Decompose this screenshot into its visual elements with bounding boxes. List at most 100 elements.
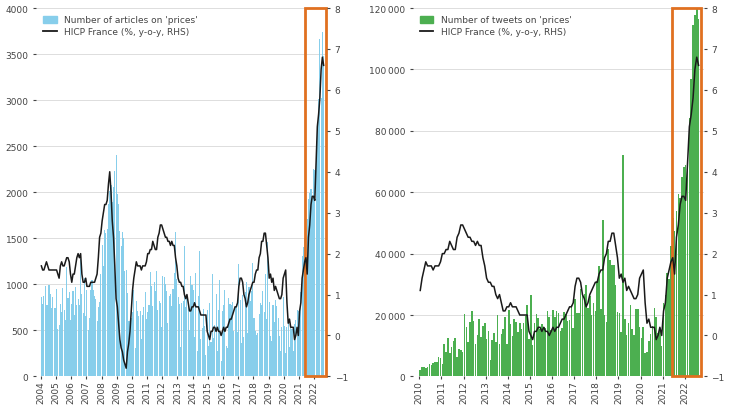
Bar xyxy=(634,335,635,376)
Bar xyxy=(191,286,193,376)
Bar xyxy=(572,328,574,376)
Bar xyxy=(301,257,303,376)
Bar xyxy=(246,282,247,376)
Bar xyxy=(451,347,453,376)
Bar xyxy=(199,252,200,376)
Bar xyxy=(224,291,226,376)
Bar xyxy=(210,342,212,376)
Bar xyxy=(442,364,443,376)
Bar xyxy=(523,323,524,376)
Bar xyxy=(314,170,315,376)
Bar xyxy=(666,274,668,376)
Bar xyxy=(94,296,95,376)
Bar xyxy=(295,320,296,376)
Bar xyxy=(529,339,530,376)
Bar xyxy=(61,312,62,376)
Bar xyxy=(653,308,655,376)
Bar xyxy=(47,306,48,376)
Bar xyxy=(245,292,246,376)
Bar xyxy=(75,287,76,376)
Bar xyxy=(467,342,469,376)
Bar xyxy=(490,360,491,376)
Bar xyxy=(499,344,500,376)
Bar xyxy=(162,276,164,376)
Bar xyxy=(550,330,552,376)
Bar xyxy=(583,294,585,376)
Bar xyxy=(82,313,84,376)
Bar xyxy=(156,272,157,376)
Bar xyxy=(172,289,174,376)
Bar xyxy=(112,202,113,376)
Bar xyxy=(151,286,152,376)
Bar xyxy=(576,313,577,376)
Bar xyxy=(606,322,607,376)
Bar xyxy=(556,311,558,376)
Bar xyxy=(198,296,199,376)
Bar xyxy=(308,200,309,376)
Bar xyxy=(250,301,251,376)
Bar xyxy=(177,297,179,376)
Bar xyxy=(150,273,151,376)
Bar xyxy=(175,233,176,376)
Bar xyxy=(536,314,537,376)
Bar xyxy=(42,305,43,376)
Bar xyxy=(303,247,304,376)
Bar xyxy=(502,329,504,376)
Bar xyxy=(694,16,696,376)
Bar xyxy=(99,302,100,376)
Bar xyxy=(141,339,142,376)
Bar xyxy=(108,204,109,376)
Bar xyxy=(613,265,615,376)
Bar xyxy=(167,324,169,376)
Bar xyxy=(519,324,520,376)
Bar xyxy=(101,245,103,376)
Bar xyxy=(148,306,150,376)
Bar xyxy=(220,361,222,376)
Bar xyxy=(205,355,207,376)
Bar xyxy=(180,347,181,376)
Bar xyxy=(258,314,260,376)
Bar xyxy=(318,99,319,376)
Bar xyxy=(578,313,580,376)
Bar xyxy=(495,342,496,376)
Bar xyxy=(696,0,698,376)
Bar xyxy=(96,321,98,376)
Bar xyxy=(50,294,51,376)
Bar xyxy=(195,274,196,376)
Bar xyxy=(646,352,648,376)
Bar xyxy=(93,291,94,376)
Bar xyxy=(427,367,429,376)
Bar xyxy=(193,290,194,376)
Bar xyxy=(585,285,587,376)
Bar xyxy=(677,194,679,376)
Bar xyxy=(77,299,79,376)
Bar xyxy=(265,275,266,376)
Bar xyxy=(493,333,495,376)
Bar xyxy=(188,304,189,376)
Bar xyxy=(615,285,616,376)
Bar xyxy=(115,155,117,376)
Bar xyxy=(107,229,108,376)
Bar xyxy=(480,337,482,376)
Bar xyxy=(560,332,561,376)
Bar xyxy=(74,315,75,376)
Bar xyxy=(488,331,489,376)
Bar xyxy=(142,315,143,376)
Bar xyxy=(286,327,288,376)
Bar xyxy=(67,298,69,376)
Bar xyxy=(231,305,232,376)
Bar xyxy=(139,311,141,376)
Bar xyxy=(264,312,265,376)
Bar xyxy=(131,319,132,376)
Bar xyxy=(670,246,672,376)
Bar xyxy=(119,231,120,376)
Bar xyxy=(596,282,598,376)
Bar xyxy=(279,336,280,376)
Bar xyxy=(184,247,185,376)
Bar xyxy=(421,367,423,376)
Bar xyxy=(569,320,570,376)
Bar xyxy=(275,300,276,376)
Bar xyxy=(624,319,626,376)
Bar xyxy=(248,288,250,376)
Bar xyxy=(228,298,229,376)
